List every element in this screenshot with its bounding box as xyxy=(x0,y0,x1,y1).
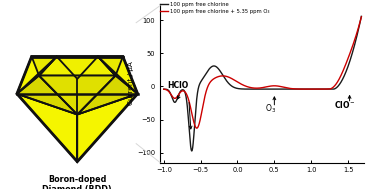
100 ppm free chlorine xyxy=(162,88,166,90)
Polygon shape xyxy=(32,57,57,76)
100 ppm free chlorine + 5.35 ppm O₃ xyxy=(252,87,257,89)
Polygon shape xyxy=(77,76,138,115)
100 ppm free chlorine + 5.35 ppm O₃ xyxy=(354,35,358,38)
100 ppm free chlorine xyxy=(171,101,176,103)
Text: Boron-doped
Diamond (BDD)
Electrode: Boron-doped Diamond (BDD) Electrode xyxy=(42,175,112,189)
Text: HClO: HClO xyxy=(167,81,189,90)
Polygon shape xyxy=(39,57,116,76)
100 ppm free chlorine xyxy=(258,88,262,90)
Polygon shape xyxy=(77,94,138,162)
Y-axis label: Current / µA: Current / µA xyxy=(128,61,134,105)
Polygon shape xyxy=(17,76,77,115)
Polygon shape xyxy=(57,57,98,79)
Polygon shape xyxy=(39,76,116,115)
100 ppm free chlorine + 5.35 ppm O₃ xyxy=(317,88,322,90)
100 ppm free chlorine xyxy=(190,150,194,152)
100 ppm free chlorine xyxy=(359,15,364,18)
100 ppm free chlorine xyxy=(353,40,358,42)
100 ppm free chlorine xyxy=(317,88,322,90)
100 ppm free chlorine + 5.35 ppm O₃ xyxy=(195,127,199,129)
100 ppm free chlorine + 5.35 ppm O₃ xyxy=(359,16,364,18)
100 ppm free chlorine + 5.35 ppm O₃ xyxy=(162,88,166,90)
100 ppm free chlorine + 5.35 ppm O₃ xyxy=(258,87,262,89)
Text: O$_3$: O$_3$ xyxy=(265,103,276,115)
Legend: 100 ppm free chlorine, 100 ppm free chlorine + 5.35 ppm O₃: 100 ppm free chlorine, 100 ppm free chlo… xyxy=(160,2,269,13)
Polygon shape xyxy=(98,57,123,76)
Line: 100 ppm free chlorine + 5.35 ppm O₃: 100 ppm free chlorine + 5.35 ppm O₃ xyxy=(164,17,361,128)
Line: 100 ppm free chlorine: 100 ppm free chlorine xyxy=(164,16,361,151)
Text: ClO$^-$: ClO$^-$ xyxy=(333,99,355,110)
Polygon shape xyxy=(17,57,57,94)
100 ppm free chlorine + 5.35 ppm O₃ xyxy=(353,36,358,38)
100 ppm free chlorine xyxy=(252,88,257,90)
Polygon shape xyxy=(17,94,77,162)
100 ppm free chlorine xyxy=(354,39,358,42)
100 ppm free chlorine + 5.35 ppm O₃ xyxy=(171,97,176,99)
Polygon shape xyxy=(98,57,138,94)
